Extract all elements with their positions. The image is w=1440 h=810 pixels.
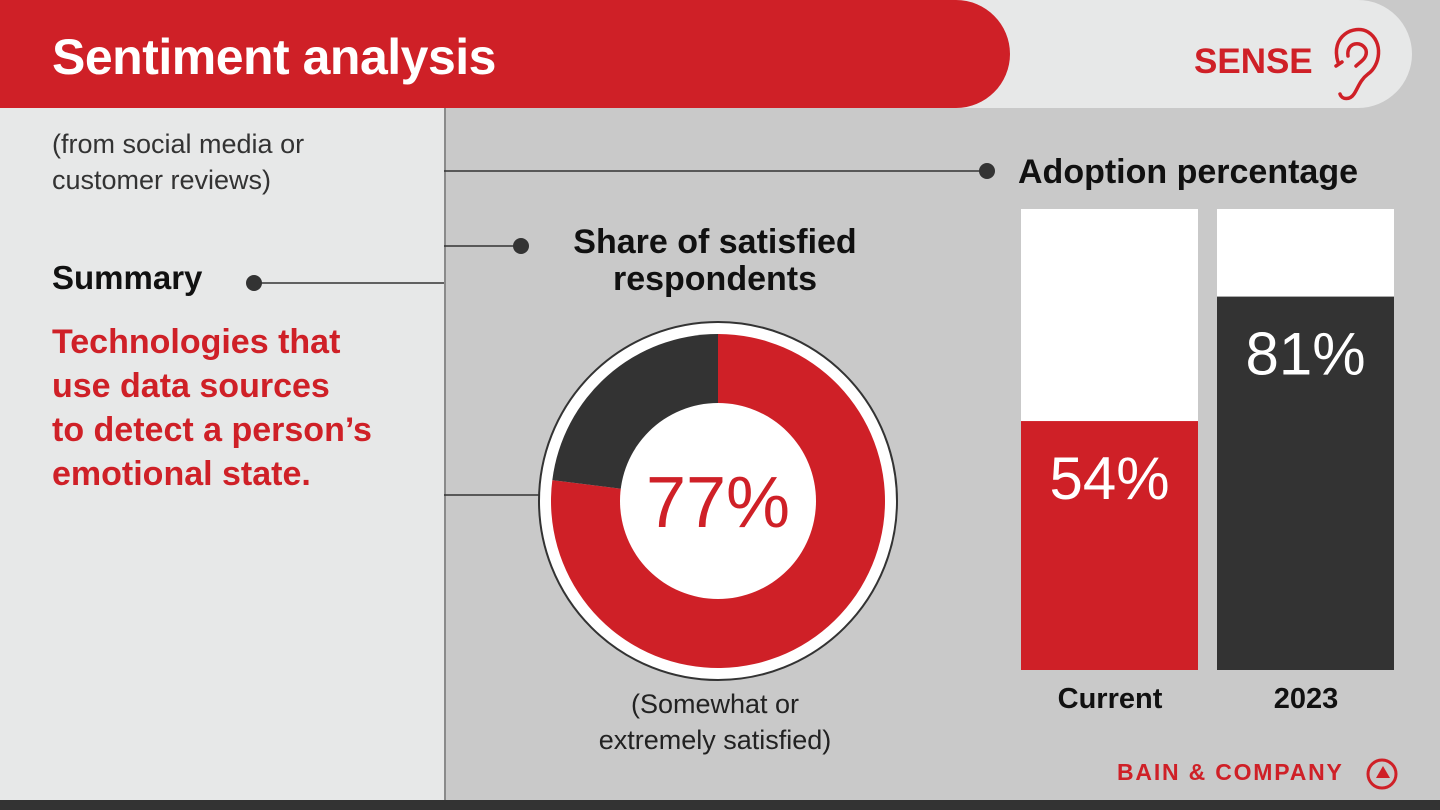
- bar-category-label-1: 2023: [1273, 683, 1339, 715]
- subtitle: (from social media or customer reviews): [52, 129, 305, 195]
- bar-0: [1021, 421, 1198, 670]
- donut-hole: [620, 403, 816, 599]
- summary-text: Technologies that use data sources to de…: [52, 323, 372, 493]
- bain-logo-icon: [1366, 758, 1398, 790]
- brand-name: BAIN & COMPANY: [1117, 759, 1344, 785]
- donut-chart-title: Share of satisfied respondents: [573, 223, 857, 298]
- bar-value-label-1: 81%: [1245, 321, 1365, 388]
- bar-chart-title: Adoption percentage: [1018, 153, 1359, 191]
- donut-chart-note: (Somewhat or extremely satisfied): [598, 689, 832, 755]
- left-panel: [0, 108, 446, 800]
- page-title: Sentiment analysis: [52, 29, 496, 85]
- donut-chart: 77%: [538, 321, 898, 681]
- section-label: SENSE: [1194, 42, 1313, 81]
- bar-value-label-0: 54%: [1049, 445, 1169, 512]
- bar-category-label-0: Current: [1057, 683, 1163, 715]
- bar-chart: 54% 81%: [1021, 209, 1394, 670]
- bottom-bar: [0, 800, 1440, 810]
- donut-center-label: 77%: [646, 463, 790, 543]
- ear-icon: [1334, 27, 1381, 101]
- bar-1: [1217, 296, 1394, 670]
- summary-label: Summary: [52, 259, 203, 296]
- header-banner: [0, 0, 1010, 108]
